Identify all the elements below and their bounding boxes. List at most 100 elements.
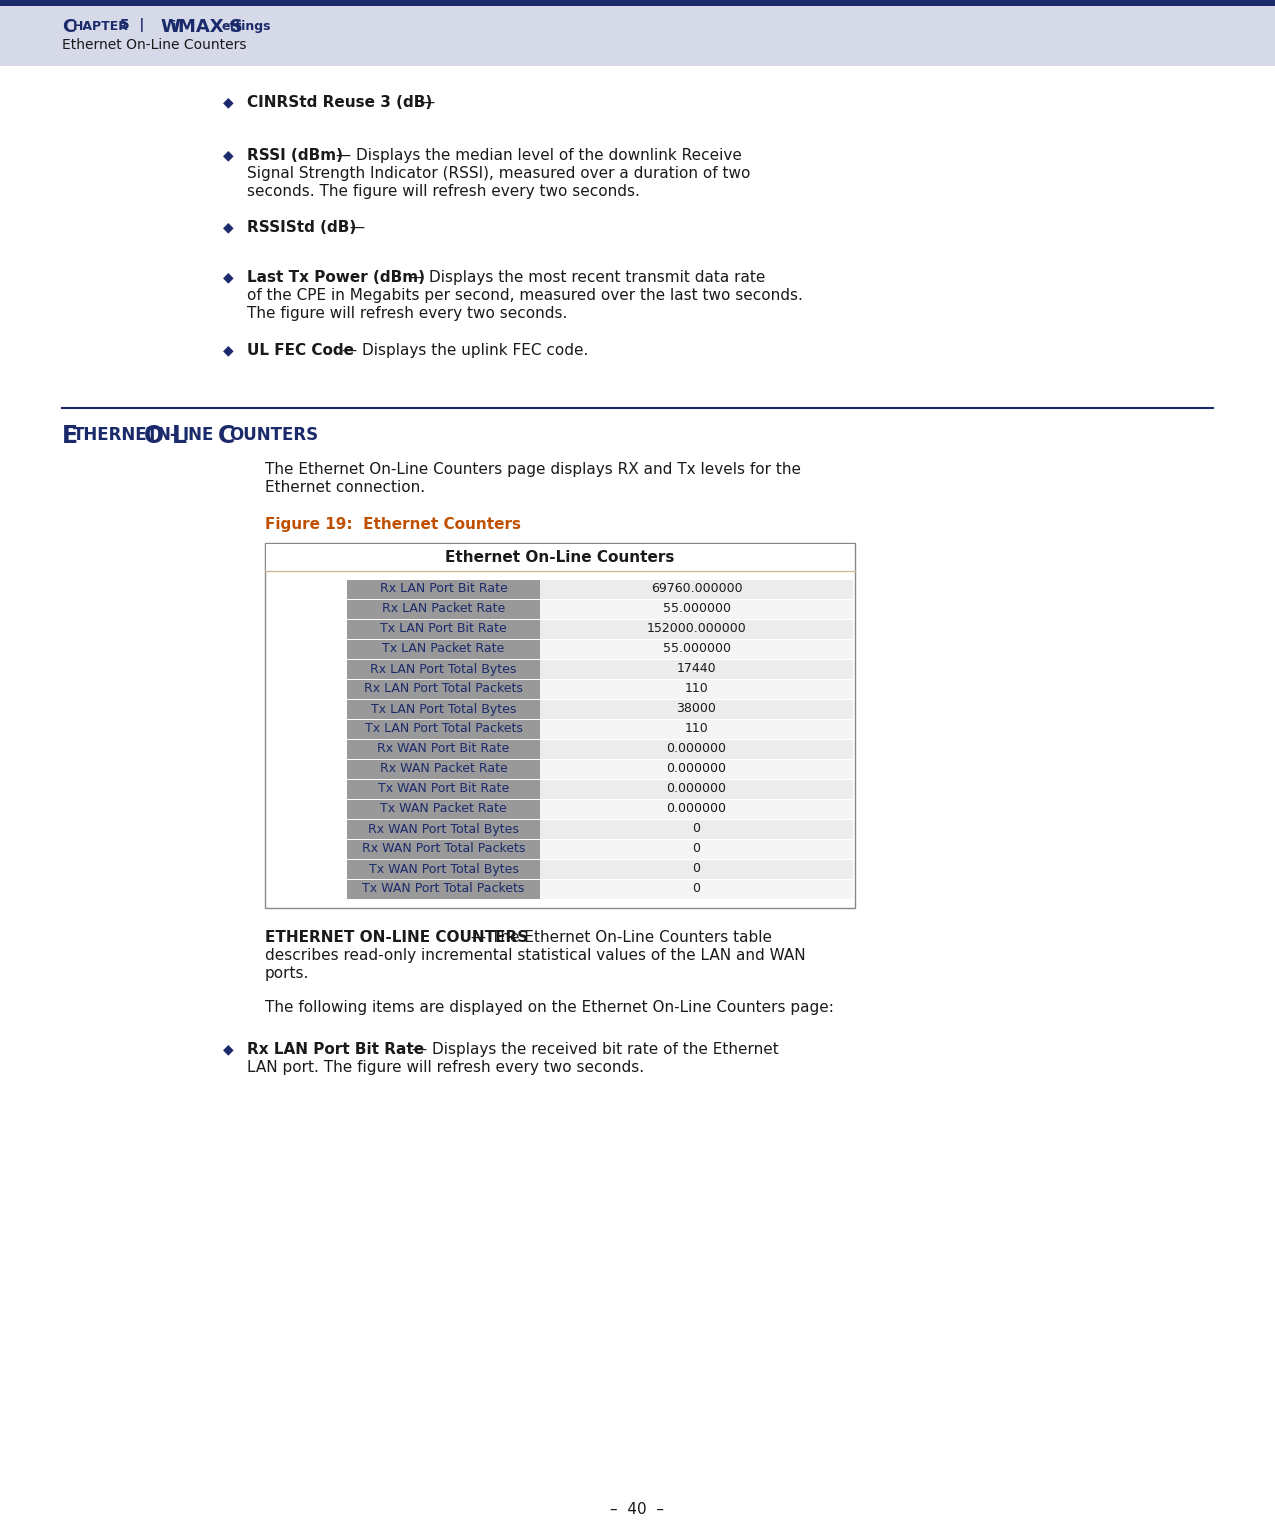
Bar: [541, 740, 853, 758]
Bar: [541, 620, 853, 639]
Text: Tx LAN Packet Rate: Tx LAN Packet Rate: [382, 642, 505, 656]
Text: 0: 0: [692, 843, 700, 855]
Text: ettings: ettings: [222, 20, 272, 34]
Bar: [0, 0, 1275, 6]
Bar: [347, 820, 541, 840]
Text: ETHERNET ON-LINE COUNTERS: ETHERNET ON-LINE COUNTERS: [265, 930, 528, 945]
Text: E: E: [62, 424, 78, 447]
Text: C: C: [62, 18, 75, 35]
Text: Tx WAN Port Total Bytes: Tx WAN Port Total Bytes: [368, 863, 519, 875]
Text: 55.000000: 55.000000: [663, 642, 731, 656]
Text: OUNTERS: OUNTERS: [230, 426, 319, 444]
Text: 55.000000: 55.000000: [663, 602, 731, 616]
Text: 0.000000: 0.000000: [667, 743, 727, 755]
Bar: [541, 760, 853, 778]
Text: Rx LAN Port Bit Rate: Rx LAN Port Bit Rate: [380, 582, 507, 596]
Text: The following items are displayed on the Ethernet On-Line Counters page:: The following items are displayed on the…: [265, 1000, 834, 1016]
Text: 0: 0: [692, 882, 700, 896]
Bar: [347, 780, 541, 800]
Text: –  40  –: – 40 –: [609, 1503, 664, 1518]
Bar: [266, 544, 854, 571]
Text: ◆: ◆: [223, 221, 233, 234]
Text: Tx WAN Packet Rate: Tx WAN Packet Rate: [380, 803, 507, 815]
Text: Signal Strength Indicator (RSSI), measured over a duration of two: Signal Strength Indicator (RSSI), measur…: [247, 165, 751, 181]
Bar: [347, 660, 541, 679]
Text: C: C: [218, 424, 236, 447]
Bar: [541, 601, 853, 619]
Text: ◆: ◆: [223, 270, 233, 283]
Text: — Displays the median level of the downlink Receive: — Displays the median level of the downl…: [332, 149, 742, 162]
Bar: [347, 700, 541, 719]
Text: Tx LAN Port Bit Rate: Tx LAN Port Bit Rate: [380, 622, 507, 636]
Text: — Displays the received bit rate of the Ethernet: — Displays the received bit rate of the …: [407, 1042, 779, 1057]
Bar: [347, 740, 541, 758]
Bar: [347, 640, 541, 659]
Bar: [541, 700, 853, 719]
Bar: [541, 640, 853, 659]
Text: of the CPE in Megabits per second, measured over the last two seconds.: of the CPE in Megabits per second, measu…: [247, 288, 803, 303]
Text: INE: INE: [182, 426, 213, 444]
Text: Tx LAN Port Total Bytes: Tx LAN Port Total Bytes: [371, 703, 516, 715]
Text: ◆: ◆: [223, 95, 233, 109]
Bar: [347, 601, 541, 619]
Text: UL FEC Code: UL FEC Code: [247, 343, 354, 358]
Text: — Displays the most recent transmit data rate: — Displays the most recent transmit data…: [404, 270, 765, 285]
Text: Ethernet connection.: Ethernet connection.: [265, 480, 425, 495]
Text: ports.: ports.: [265, 967, 310, 980]
Bar: [541, 820, 853, 840]
Text: 0.000000: 0.000000: [667, 763, 727, 775]
Text: 110: 110: [685, 682, 709, 696]
Bar: [541, 660, 853, 679]
Text: i: i: [172, 20, 176, 34]
Text: 152000.000000: 152000.000000: [646, 622, 746, 636]
Text: Tx WAN Port Bit Rate: Tx WAN Port Bit Rate: [377, 783, 509, 795]
Text: Ethernet On-Line Counters: Ethernet On-Line Counters: [445, 550, 674, 564]
Text: —: —: [346, 221, 365, 234]
Text: MAX S: MAX S: [179, 18, 242, 35]
Bar: [347, 680, 541, 699]
Text: — Displays the uplink FEC code.: — Displays the uplink FEC code.: [337, 343, 588, 358]
Text: The figure will refresh every two seconds.: The figure will refresh every two second…: [247, 306, 567, 322]
Text: O: O: [144, 424, 164, 447]
Text: ◆: ◆: [223, 1042, 233, 1056]
Text: — The Ethernet On-Line Counters table: — The Ethernet On-Line Counters table: [465, 930, 771, 945]
Bar: [347, 840, 541, 859]
Text: RSSIStd (dB): RSSIStd (dB): [247, 221, 356, 234]
Bar: [541, 680, 853, 699]
Text: Ethernet On-Line Counters: Ethernet On-Line Counters: [62, 38, 246, 52]
Bar: [541, 859, 853, 879]
Text: RSSI (dBm): RSSI (dBm): [247, 149, 343, 162]
Bar: [541, 581, 853, 599]
Bar: [0, 6, 1275, 66]
Text: 0: 0: [692, 823, 700, 835]
Bar: [347, 859, 541, 879]
Text: —: —: [414, 95, 435, 110]
Text: N-: N-: [156, 426, 177, 444]
Text: Last Tx Power (dBm): Last Tx Power (dBm): [247, 270, 425, 285]
Text: Figure 19:  Ethernet Counters: Figure 19: Ethernet Counters: [265, 516, 521, 532]
Text: LAN port. The figure will refresh every two seconds.: LAN port. The figure will refresh every …: [247, 1060, 644, 1075]
Text: seconds. The figure will refresh every two seconds.: seconds. The figure will refresh every t…: [247, 184, 640, 199]
Text: Tx LAN Port Total Packets: Tx LAN Port Total Packets: [365, 723, 523, 735]
Text: 0.000000: 0.000000: [667, 783, 727, 795]
Bar: [347, 760, 541, 778]
Text: The Ethernet On-Line Counters page displays RX and Tx levels for the: The Ethernet On-Line Counters page displ…: [265, 463, 801, 476]
Bar: [541, 780, 853, 800]
Text: Rx LAN Port Bit Rate: Rx LAN Port Bit Rate: [247, 1042, 425, 1057]
Text: ◆: ◆: [223, 343, 233, 357]
Text: describes read-only incremental statistical values of the LAN and WAN: describes read-only incremental statisti…: [265, 948, 806, 964]
Text: 69760.000000: 69760.000000: [650, 582, 742, 596]
Bar: [347, 720, 541, 738]
Text: ◆: ◆: [223, 149, 233, 162]
Bar: [347, 620, 541, 639]
Text: 17440: 17440: [677, 662, 717, 676]
Bar: [541, 720, 853, 738]
Bar: [265, 542, 856, 908]
Bar: [541, 879, 853, 899]
Bar: [541, 800, 853, 820]
Text: W: W: [159, 18, 180, 35]
Bar: [347, 800, 541, 820]
Text: 5  |: 5 |: [115, 18, 154, 32]
Text: 38000: 38000: [677, 703, 717, 715]
Text: Rx WAN Port Total Packets: Rx WAN Port Total Packets: [362, 843, 525, 855]
